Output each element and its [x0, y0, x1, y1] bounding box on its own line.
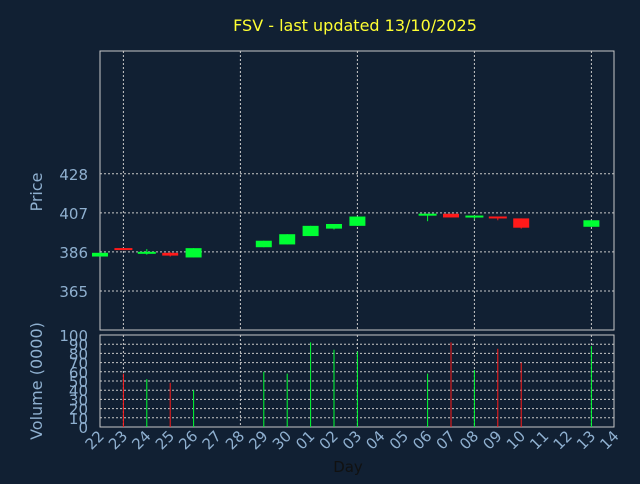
volume-tick-label: 50	[69, 373, 88, 391]
day-tick-label: 09	[479, 427, 505, 453]
day-tick-label: 05	[386, 427, 412, 453]
candle-22	[92, 252, 108, 257]
candle-25	[162, 252, 179, 257]
volume-tick-label: 0	[78, 419, 88, 437]
candle-23	[114, 248, 133, 251]
day-tick-label: 24	[128, 427, 154, 453]
day-tick-label: 08	[456, 427, 482, 453]
day-tick-label: 06	[409, 427, 435, 453]
price-tick-label: 428	[59, 166, 88, 184]
x-axis: 2223242526272829300102030405060708091011…	[82, 427, 623, 453]
volume-tick-label: 10	[69, 410, 88, 428]
candle-body	[418, 213, 437, 216]
price-tick-label: 386	[59, 244, 88, 262]
price-panel: 365 386 407 428	[59, 50, 615, 331]
candle-02	[326, 223, 342, 230]
day-axis-label: Day	[333, 458, 363, 476]
candle-body	[488, 216, 507, 219]
candle-body	[465, 215, 484, 218]
volume-tick-label: 90	[69, 336, 88, 354]
volume-tick-label: 80	[69, 345, 88, 363]
day-tick-label: 25	[152, 427, 178, 453]
day-tick-label: 01	[292, 427, 318, 453]
candle-body	[137, 251, 156, 254]
chart-title: FSV - last updated 13/10/2025	[233, 16, 477, 35]
volume-tick-label: 100	[59, 327, 88, 345]
day-tick-label: 07	[433, 427, 459, 453]
candle-08	[465, 215, 484, 220]
candle-body	[162, 252, 179, 256]
candle-body	[92, 252, 108, 257]
day-tick-label: 03	[339, 427, 365, 453]
candle-body	[443, 213, 459, 218]
candle-26	[185, 248, 202, 258]
volume-tick-label: 20	[69, 401, 88, 419]
day-tick-label: 23	[105, 427, 131, 453]
price-tick-label: 407	[59, 205, 88, 223]
volume-axis-label: Volume (0000)	[27, 322, 46, 440]
candle-30	[279, 234, 296, 245]
candle-body	[302, 225, 319, 237]
day-tick-label: 11	[526, 427, 552, 453]
day-tick-label: 13	[573, 427, 599, 453]
candle-29	[255, 240, 272, 248]
candle-13	[583, 220, 600, 227]
price-axis-label: Price	[27, 172, 46, 211]
volume-tick-label: 40	[69, 382, 88, 400]
candle-10	[513, 218, 530, 229]
day-tick-label: 26	[175, 427, 201, 453]
candle-01	[302, 225, 319, 237]
candle-24	[137, 249, 156, 255]
candle-body	[185, 248, 202, 258]
volume-tick-label: 60	[69, 364, 88, 382]
day-tick-label: 27	[199, 427, 225, 453]
candle-06	[418, 213, 437, 222]
candle-07	[443, 213, 459, 218]
volume-tick-label: 70	[69, 355, 88, 373]
day-tick-label: 30	[269, 427, 295, 453]
candle-09	[488, 216, 507, 221]
day-tick-label: 02	[316, 427, 342, 453]
candle-body	[279, 234, 296, 245]
day-tick-label: 29	[245, 427, 271, 453]
candle-body	[326, 223, 342, 229]
day-tick-label: 10	[503, 427, 529, 453]
candle-body	[513, 218, 530, 228]
price-tick-label: 365	[59, 283, 88, 301]
candle-body	[114, 248, 133, 251]
day-tick-label: 12	[550, 427, 576, 453]
day-tick-label: 04	[362, 427, 388, 453]
candle-body	[349, 216, 366, 226]
candle-body	[255, 240, 272, 248]
volume-tick-label: 30	[69, 391, 88, 409]
day-tick-label: 14	[596, 427, 622, 453]
candle-body	[583, 220, 600, 227]
day-tick-label: 28	[222, 427, 248, 453]
candle-03	[349, 216, 366, 226]
